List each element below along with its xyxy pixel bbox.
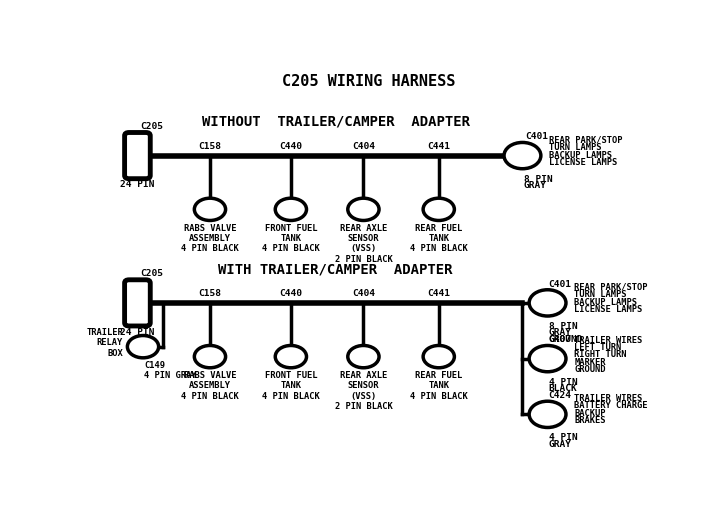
Circle shape xyxy=(504,143,541,169)
Text: 8 PIN: 8 PIN xyxy=(523,175,552,184)
Text: FRONT FUEL
TANK
4 PIN BLACK: FRONT FUEL TANK 4 PIN BLACK xyxy=(262,224,320,253)
Text: C401: C401 xyxy=(549,280,572,288)
Text: REAR PARK/STOP: REAR PARK/STOP xyxy=(549,135,623,144)
Circle shape xyxy=(529,401,566,428)
Text: TRAILER WIRES: TRAILER WIRES xyxy=(575,394,642,403)
Text: TURN LAMPS: TURN LAMPS xyxy=(549,143,602,151)
Text: 24 PIN: 24 PIN xyxy=(120,328,155,337)
FancyBboxPatch shape xyxy=(125,280,150,326)
Text: C441: C441 xyxy=(427,289,450,298)
Text: C205: C205 xyxy=(140,122,163,131)
Text: C424: C424 xyxy=(549,391,572,400)
Text: C401: C401 xyxy=(526,132,548,141)
Text: C149
4 PIN GRAY: C149 4 PIN GRAY xyxy=(144,361,197,381)
Text: C404: C404 xyxy=(352,142,375,151)
Text: GROUND: GROUND xyxy=(549,334,583,344)
Text: BACKUP LAMPS: BACKUP LAMPS xyxy=(575,298,637,307)
Circle shape xyxy=(194,345,225,368)
Text: REAR FUEL
TANK
4 PIN BLACK: REAR FUEL TANK 4 PIN BLACK xyxy=(410,224,467,253)
Text: C158: C158 xyxy=(199,289,222,298)
Circle shape xyxy=(529,345,566,372)
Text: REAR FUEL
TANK
4 PIN BLACK: REAR FUEL TANK 4 PIN BLACK xyxy=(410,371,467,401)
Text: TURN LAMPS: TURN LAMPS xyxy=(575,290,627,299)
Text: RIGHT TURN: RIGHT TURN xyxy=(575,351,627,359)
Text: RABS VALVE
ASSEMBLY
4 PIN BLACK: RABS VALVE ASSEMBLY 4 PIN BLACK xyxy=(181,224,239,253)
Text: FRONT FUEL
TANK
4 PIN BLACK: FRONT FUEL TANK 4 PIN BLACK xyxy=(262,371,320,401)
Text: C440: C440 xyxy=(279,289,302,298)
Text: C404: C404 xyxy=(352,289,375,298)
Circle shape xyxy=(348,198,379,220)
Text: BLACK: BLACK xyxy=(549,384,577,393)
Text: 4 PIN: 4 PIN xyxy=(549,433,577,443)
FancyBboxPatch shape xyxy=(125,132,150,179)
Text: GRAY: GRAY xyxy=(549,328,572,338)
Text: BACKUP LAMPS: BACKUP LAMPS xyxy=(549,150,612,160)
Text: REAR AXLE
SENSOR
(VSS)
2 PIN BLACK: REAR AXLE SENSOR (VSS) 2 PIN BLACK xyxy=(335,371,392,411)
Text: LICENSE LAMPS: LICENSE LAMPS xyxy=(575,305,642,314)
Text: LICENSE LAMPS: LICENSE LAMPS xyxy=(549,158,618,167)
Circle shape xyxy=(423,345,454,368)
Text: RABS VALVE
ASSEMBLY
4 PIN BLACK: RABS VALVE ASSEMBLY 4 PIN BLACK xyxy=(181,371,239,401)
Text: WITH TRAILER/CAMPER  ADAPTER: WITH TRAILER/CAMPER ADAPTER xyxy=(218,262,453,276)
Text: BATTERY CHARGE: BATTERY CHARGE xyxy=(575,401,648,410)
Circle shape xyxy=(275,198,307,220)
Text: C158: C158 xyxy=(199,142,222,151)
Text: 4 PIN: 4 PIN xyxy=(549,378,577,387)
Text: C205 WIRING HARNESS: C205 WIRING HARNESS xyxy=(282,74,456,89)
Text: LEFT TURN: LEFT TURN xyxy=(575,343,621,352)
Text: 24 PIN: 24 PIN xyxy=(120,180,155,189)
Text: GROUND: GROUND xyxy=(575,365,606,374)
Text: BACKUP: BACKUP xyxy=(575,409,606,418)
Text: TRAILER WIRES: TRAILER WIRES xyxy=(575,336,642,345)
Text: GRAY: GRAY xyxy=(523,181,546,190)
Circle shape xyxy=(194,198,225,220)
Text: C205: C205 xyxy=(140,269,163,278)
Circle shape xyxy=(127,336,158,358)
Circle shape xyxy=(348,345,379,368)
Text: BRAKES: BRAKES xyxy=(575,417,606,425)
Text: C440: C440 xyxy=(279,142,302,151)
Text: MARKER: MARKER xyxy=(575,358,606,367)
Circle shape xyxy=(529,290,566,316)
Text: C441: C441 xyxy=(427,142,450,151)
Circle shape xyxy=(423,198,454,220)
Text: REAR PARK/STOP: REAR PARK/STOP xyxy=(575,283,648,292)
Text: REAR AXLE
SENSOR
(VSS)
2 PIN BLACK: REAR AXLE SENSOR (VSS) 2 PIN BLACK xyxy=(335,224,392,264)
Text: WITHOUT  TRAILER/CAMPER  ADAPTER: WITHOUT TRAILER/CAMPER ADAPTER xyxy=(202,115,469,129)
Circle shape xyxy=(275,345,307,368)
Text: TRAILER
RELAY
BOX: TRAILER RELAY BOX xyxy=(86,328,123,358)
Text: 8 PIN: 8 PIN xyxy=(549,322,577,331)
Text: C407: C407 xyxy=(549,336,572,344)
Text: GRAY: GRAY xyxy=(549,440,572,449)
